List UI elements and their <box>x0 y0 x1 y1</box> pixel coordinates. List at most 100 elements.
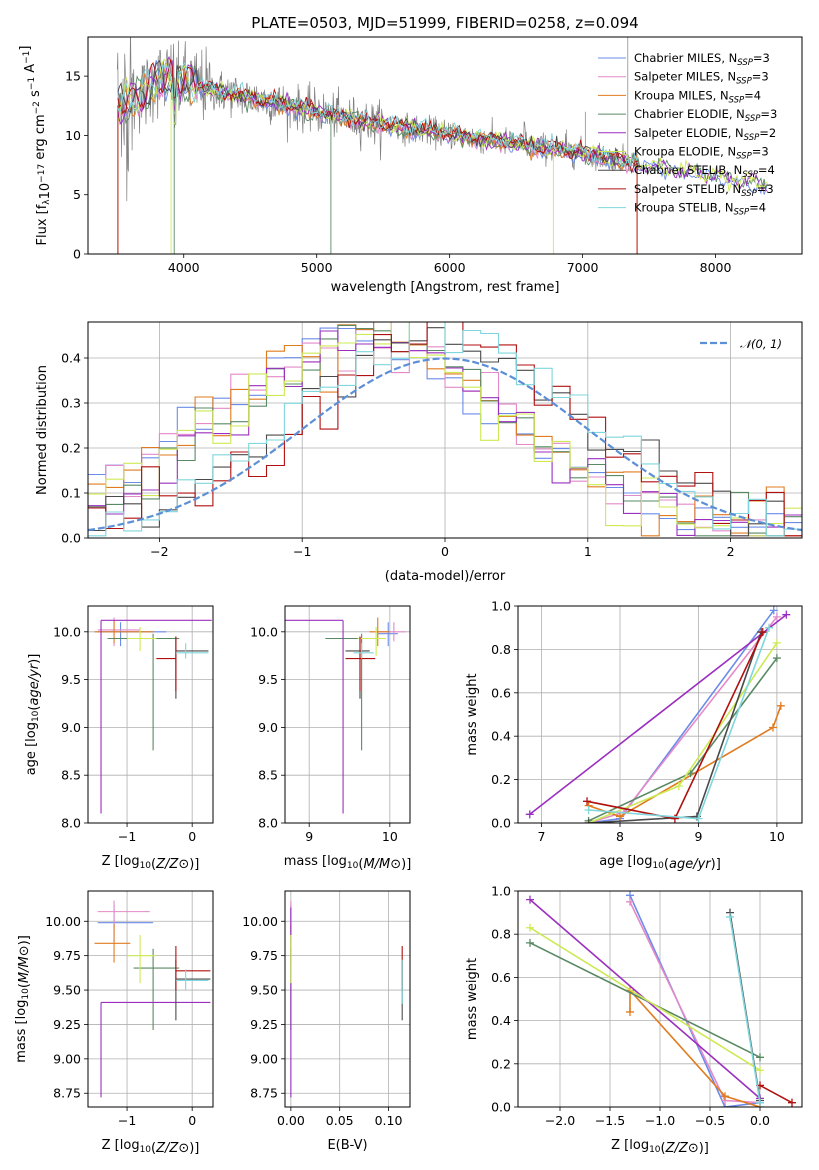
y-tick-label: 9.00 <box>53 1051 81 1066</box>
plot-area-mass_vs_ebv <box>290 900 403 1098</box>
axes-frame <box>517 890 803 1108</box>
y-tick-label: 0.2 <box>61 441 81 456</box>
x-tick-label: 0.10 <box>375 1113 403 1128</box>
y-tick-label: 0.4 <box>491 729 511 744</box>
weight-marker <box>768 723 777 732</box>
y-tick-label: 8.0 <box>258 816 278 831</box>
weight-marker <box>670 814 679 823</box>
weight-marker <box>776 701 785 710</box>
y-axis-label: mass weight <box>465 958 480 1040</box>
y-tick-label: 8.5 <box>258 768 278 783</box>
y-tick-label: 10.0 <box>53 624 81 639</box>
weight-marker <box>525 810 534 819</box>
weight-line <box>529 927 761 1071</box>
x-tick-label: 0 <box>188 1113 196 1128</box>
y-tick-label: 9.75 <box>53 948 81 963</box>
x-tick-label: 9 <box>694 829 702 844</box>
y-axis-label: Normed distribution <box>35 365 50 495</box>
weight-marker <box>756 1066 764 1075</box>
weight-marker <box>526 895 534 904</box>
axes-frame <box>87 890 214 1108</box>
axes-frame <box>87 605 214 824</box>
x-tick-label: −1 <box>118 1113 136 1128</box>
x-axis-label: (data-model)/error <box>385 569 506 584</box>
y-tick-label: 0.0 <box>491 1100 511 1115</box>
x-axis-label: mass [log10(M/M⊙)] <box>284 854 412 872</box>
y-tick-label: 8.75 <box>53 1086 81 1101</box>
model-spectrum <box>117 61 639 168</box>
x-tick-label: −1 <box>293 544 311 559</box>
x-tick-label: 2 <box>727 544 735 559</box>
weight-line <box>629 988 761 1107</box>
y-tick-label: 9.25 <box>53 1017 81 1032</box>
weight-line <box>588 705 782 818</box>
legend-entry: Chabrier ELODIE, NSSP=3 <box>634 107 777 124</box>
x-tick-label: 0.00 <box>277 1113 305 1128</box>
legend-entry: 𝒩(0, 1) <box>740 337 782 351</box>
y-tick-label: 10.00 <box>242 914 278 929</box>
y-axis-label: Flux [fλ10−17 erg cm−2 s−1 A−1] <box>18 46 53 246</box>
weight-marker <box>526 938 534 947</box>
weight-marker <box>788 1098 796 1107</box>
weight-marker <box>772 654 781 663</box>
weight-marker <box>765 623 774 632</box>
x-axis-label: E(B-V) <box>327 1138 367 1153</box>
x-tick-label: −0.5 <box>695 1113 725 1128</box>
y-tick-label: 0.6 <box>491 970 511 985</box>
x-tick-label: 9 <box>305 829 313 844</box>
legend-entry: Salpeter ELODIE, NSSP=2 <box>634 126 776 143</box>
axes-frame <box>517 605 803 824</box>
y-tick-label: 15 <box>65 69 81 84</box>
x-tick-label: 0 <box>441 544 449 559</box>
weight-marker <box>772 612 781 621</box>
x-axis-label: Z [log10(Z/Z⊙)] <box>102 1138 200 1156</box>
y-tick-label: 0.2 <box>491 1056 511 1071</box>
y-tick-label: 10.00 <box>45 914 81 929</box>
x-axis-label: age [log10(age/yr)] <box>599 854 721 872</box>
weight-line <box>588 631 762 823</box>
plot-area-residuals <box>88 322 802 537</box>
y-tick-label: 9.0 <box>61 720 81 735</box>
x-tick-label: −2.0 <box>545 1113 575 1128</box>
legend-entry: Kroupa ELODIE, NSSP=3 <box>634 145 769 162</box>
weight-line <box>588 609 775 823</box>
normal-curve <box>88 357 802 532</box>
y-tick-label: 8.75 <box>250 1086 278 1101</box>
weight-marker <box>756 1098 764 1107</box>
legend: Chabrier MILES, NSSP=3 Salpeter MILES, NS… <box>598 51 777 218</box>
weight-line <box>529 614 787 815</box>
weight-line <box>759 1084 793 1104</box>
plot-area-weight_vs_age <box>525 606 791 823</box>
x-axis-label: Z [log10(Z/Z⊙)] <box>611 1138 709 1156</box>
weight-marker <box>769 606 778 615</box>
y-axis-label: age [log10(age/yr)] <box>24 654 42 776</box>
weight-marker <box>772 638 781 647</box>
legend-entry: Salpeter STELIB, NSSP=3 <box>634 182 774 199</box>
weight-marker <box>756 1053 764 1062</box>
x-tick-label: 0 <box>188 829 196 844</box>
panel-mass_vs_ebv: 0.00 0.05 0.10 8.75 9.00 9.25 9.50 9.75 10.00 E(B… <box>242 890 411 1153</box>
legend: 𝒩(0, 1) <box>700 337 782 351</box>
y-axis-label: mass weight <box>465 673 480 755</box>
x-axis-label: wavelength [Angstrom, rest frame] <box>331 280 560 295</box>
plot-area-spectrum <box>116 37 768 254</box>
weight-marker <box>584 805 593 814</box>
axes-frame <box>284 605 411 824</box>
y-tick-label: 0.4 <box>491 1013 511 1028</box>
y-tick-label: 0 <box>73 247 81 262</box>
y-tick-label: 0.3 <box>61 396 81 411</box>
legend-entry: Kroupa STELIB, NSSP=4 <box>634 201 766 218</box>
x-tick-label: 8000 <box>700 260 732 275</box>
data-spectrum <box>116 37 639 202</box>
weight-marker <box>526 923 534 932</box>
weight-marker <box>758 628 767 637</box>
x-tick-label: 0.0 <box>750 1113 770 1128</box>
weight-marker <box>583 797 592 806</box>
x-tick-label: 0.05 <box>326 1113 354 1128</box>
grid-mass_vs_ebv <box>285 891 410 1107</box>
y-tick-label: 9.25 <box>250 1017 278 1032</box>
y-tick-label: 0.2 <box>491 772 511 787</box>
y-tick-label: 9.00 <box>250 1051 278 1066</box>
y-tick-label: 0.8 <box>491 927 511 942</box>
